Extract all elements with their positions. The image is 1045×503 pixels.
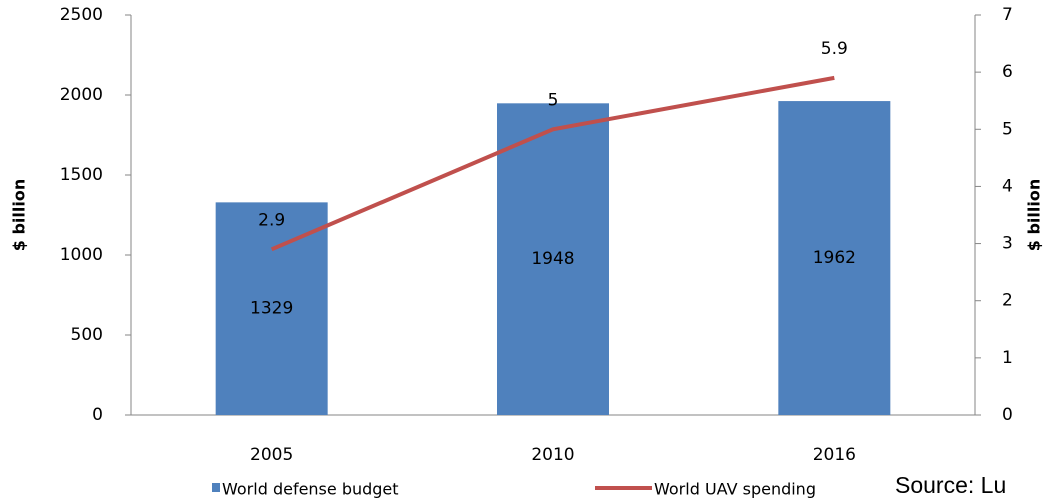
legend-swatch [212,483,220,492]
y2-tick-label: 4 [1002,176,1013,196]
y-tick-label: 1000 [60,245,103,265]
bar [778,101,891,415]
bar [215,202,328,415]
y2-tick-label: 3 [1002,234,1013,254]
line-value-label: 2.9 [258,210,285,230]
line-value-label: 5 [548,90,559,110]
y2-tick-label: 6 [1002,62,1013,82]
line-value-label: 5.9 [821,39,848,59]
y2-tick-label: 0 [1002,405,1013,425]
y-tick-label: 500 [71,325,103,345]
y2-tick-label: 2 [1002,291,1013,311]
annotation: Source: Lu [895,472,1006,498]
legend-label: World defense budget [222,480,399,499]
y2-axis-label: $ billion [1025,179,1044,251]
y2-tick-label: 7 [1002,5,1013,25]
y-tick-label: 1500 [60,165,103,185]
y2-tick-label: 5 [1002,119,1013,139]
bar [497,103,609,415]
x-tick-label: 2005 [250,445,293,465]
bar-value-label: 1948 [531,249,574,269]
legend-label: World UAV spending [654,480,816,499]
bar-value-label: 1962 [813,248,856,268]
y-tick-label: 0 [92,405,103,425]
y-axis-label: $ billion [10,179,29,251]
y2-tick-label: 1 [1002,348,1013,368]
line [270,75,835,252]
y-tick-label: 2500 [60,5,103,25]
x-tick-label: 2016 [813,445,856,465]
bar-value-label: 1329 [250,299,293,319]
x-tick-label: 2010 [531,445,574,465]
y-tick-label: 2000 [60,85,103,105]
